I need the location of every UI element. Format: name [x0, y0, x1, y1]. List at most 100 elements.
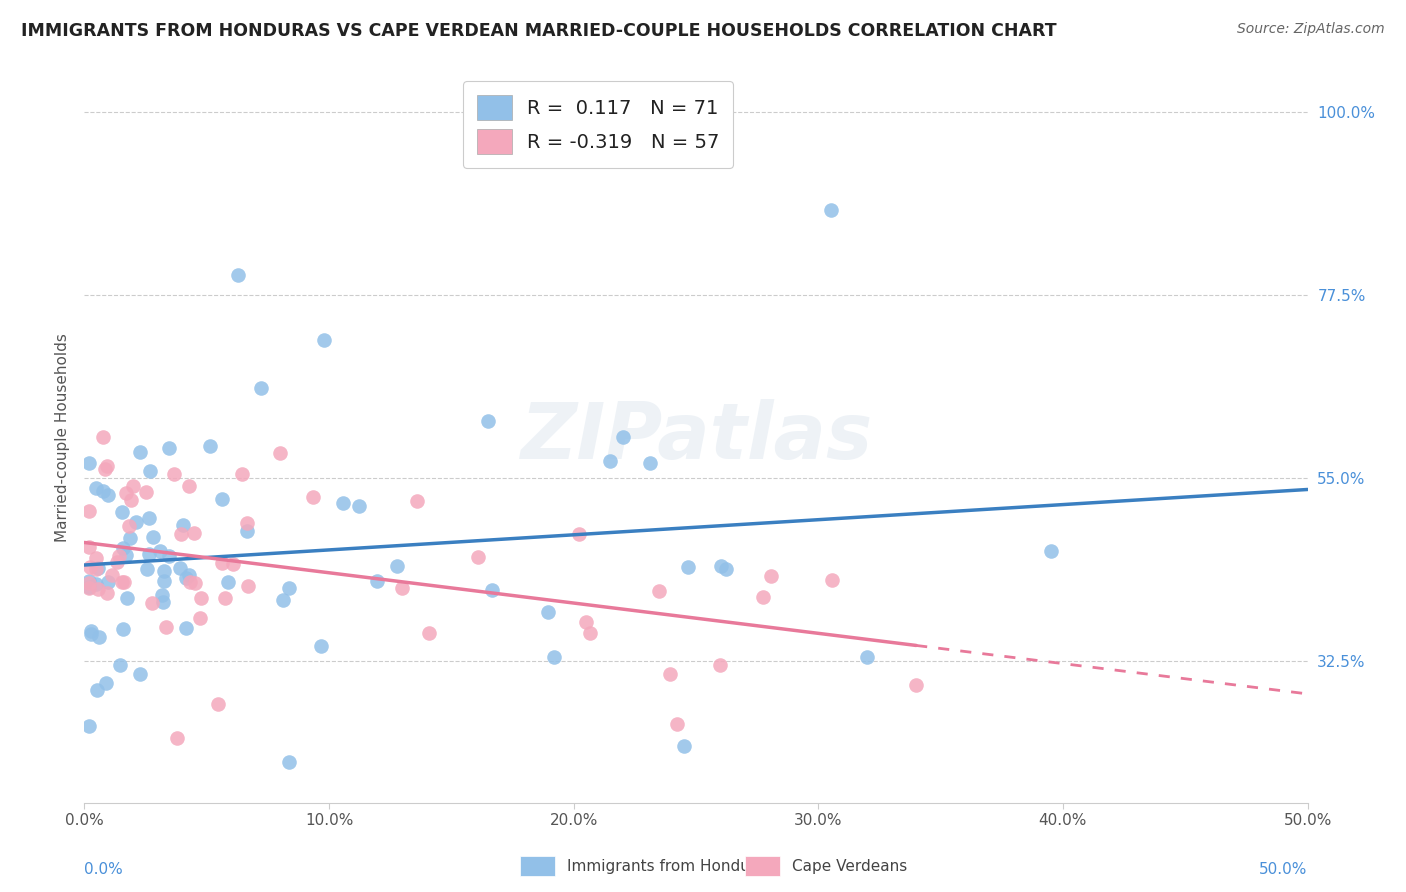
- Point: [150, 588, 173, 602]
- Point: [172, 518, 194, 533]
- Point: [84, 550, 107, 565]
- Point: [612, 430, 634, 444]
- Point: [366, 574, 388, 588]
- Point: [820, 202, 842, 217]
- Point: [101, 567, 124, 582]
- Point: [179, 575, 201, 590]
- Point: [111, 541, 134, 556]
- Point: [135, 484, 157, 499]
- Point: [177, 478, 200, 492]
- Point: [177, 567, 200, 582]
- Point: [672, 739, 695, 753]
- Point: [638, 456, 661, 470]
- Point: [418, 625, 440, 640]
- Point: [207, 698, 229, 712]
- Point: [856, 649, 879, 664]
- Point: [174, 571, 197, 585]
- Point: [190, 591, 212, 606]
- Point: [122, 479, 145, 493]
- Point: [169, 561, 191, 575]
- Point: [136, 562, 159, 576]
- Point: [676, 559, 699, 574]
- Point: [77, 574, 100, 588]
- Point: [115, 591, 138, 605]
- Point: [391, 581, 413, 595]
- Point: [77, 503, 100, 517]
- Point: [537, 606, 560, 620]
- Point: [211, 556, 233, 570]
- Point: [153, 574, 176, 589]
- Text: 50.0%: 50.0%: [1260, 863, 1308, 877]
- Point: [128, 667, 150, 681]
- Point: [91, 430, 114, 444]
- Point: [314, 333, 336, 347]
- Point: [648, 584, 671, 599]
- Point: [80, 627, 103, 641]
- Point: [77, 456, 100, 470]
- Point: [97, 575, 120, 590]
- Point: [97, 488, 120, 502]
- Point: [821, 573, 844, 587]
- Point: [108, 549, 131, 563]
- Point: [118, 519, 141, 533]
- Point: [105, 555, 128, 569]
- Point: [163, 467, 186, 481]
- Point: [599, 454, 621, 468]
- Point: [277, 755, 299, 769]
- Point: [166, 731, 188, 745]
- Point: [87, 561, 110, 575]
- Point: [118, 531, 141, 545]
- Point: [142, 530, 165, 544]
- Point: [190, 611, 212, 625]
- Point: [96, 458, 118, 473]
- Point: [174, 621, 197, 635]
- Text: ZIPatlas: ZIPatlas: [520, 399, 872, 475]
- Point: [111, 574, 134, 589]
- Point: [114, 548, 136, 562]
- Point: [79, 624, 101, 638]
- Point: [89, 630, 111, 644]
- Point: [477, 414, 499, 428]
- Point: [235, 524, 257, 539]
- Point: [77, 581, 100, 595]
- Point: [124, 515, 146, 529]
- Point: [759, 568, 782, 582]
- Point: [666, 717, 689, 731]
- Point: [184, 576, 207, 591]
- Point: [222, 557, 245, 571]
- Point: [120, 493, 142, 508]
- Point: [905, 678, 928, 692]
- Point: [84, 561, 107, 575]
- Point: [77, 581, 100, 595]
- Point: [198, 440, 221, 454]
- Point: [94, 462, 117, 476]
- Point: [302, 490, 325, 504]
- Text: IMMIGRANTS FROM HONDURAS VS CAPE VERDEAN MARRIED-COUPLE HOUSEHOLDS CORRELATION C: IMMIGRANTS FROM HONDURAS VS CAPE VERDEAN…: [21, 22, 1057, 40]
- Point: [91, 484, 114, 499]
- Point: [332, 496, 354, 510]
- Point: [575, 615, 598, 629]
- Point: [228, 268, 250, 282]
- Point: [752, 590, 775, 604]
- Point: [96, 586, 118, 600]
- Point: [94, 676, 117, 690]
- Point: [249, 381, 271, 395]
- Point: [347, 499, 370, 513]
- Point: [217, 575, 239, 590]
- Point: [111, 504, 134, 518]
- Point: [77, 719, 100, 733]
- Text: 0.0%: 0.0%: [84, 863, 124, 877]
- Point: [269, 446, 291, 460]
- Point: [405, 494, 427, 508]
- Point: [157, 441, 180, 455]
- Text: Cape Verdeans: Cape Verdeans: [792, 859, 907, 873]
- Point: [170, 527, 193, 541]
- Point: [238, 579, 260, 593]
- Point: [578, 626, 600, 640]
- Point: [214, 591, 236, 605]
- Point: [79, 560, 101, 574]
- Point: [271, 593, 294, 607]
- Point: [153, 564, 176, 578]
- Point: [568, 527, 591, 541]
- Point: [77, 540, 100, 554]
